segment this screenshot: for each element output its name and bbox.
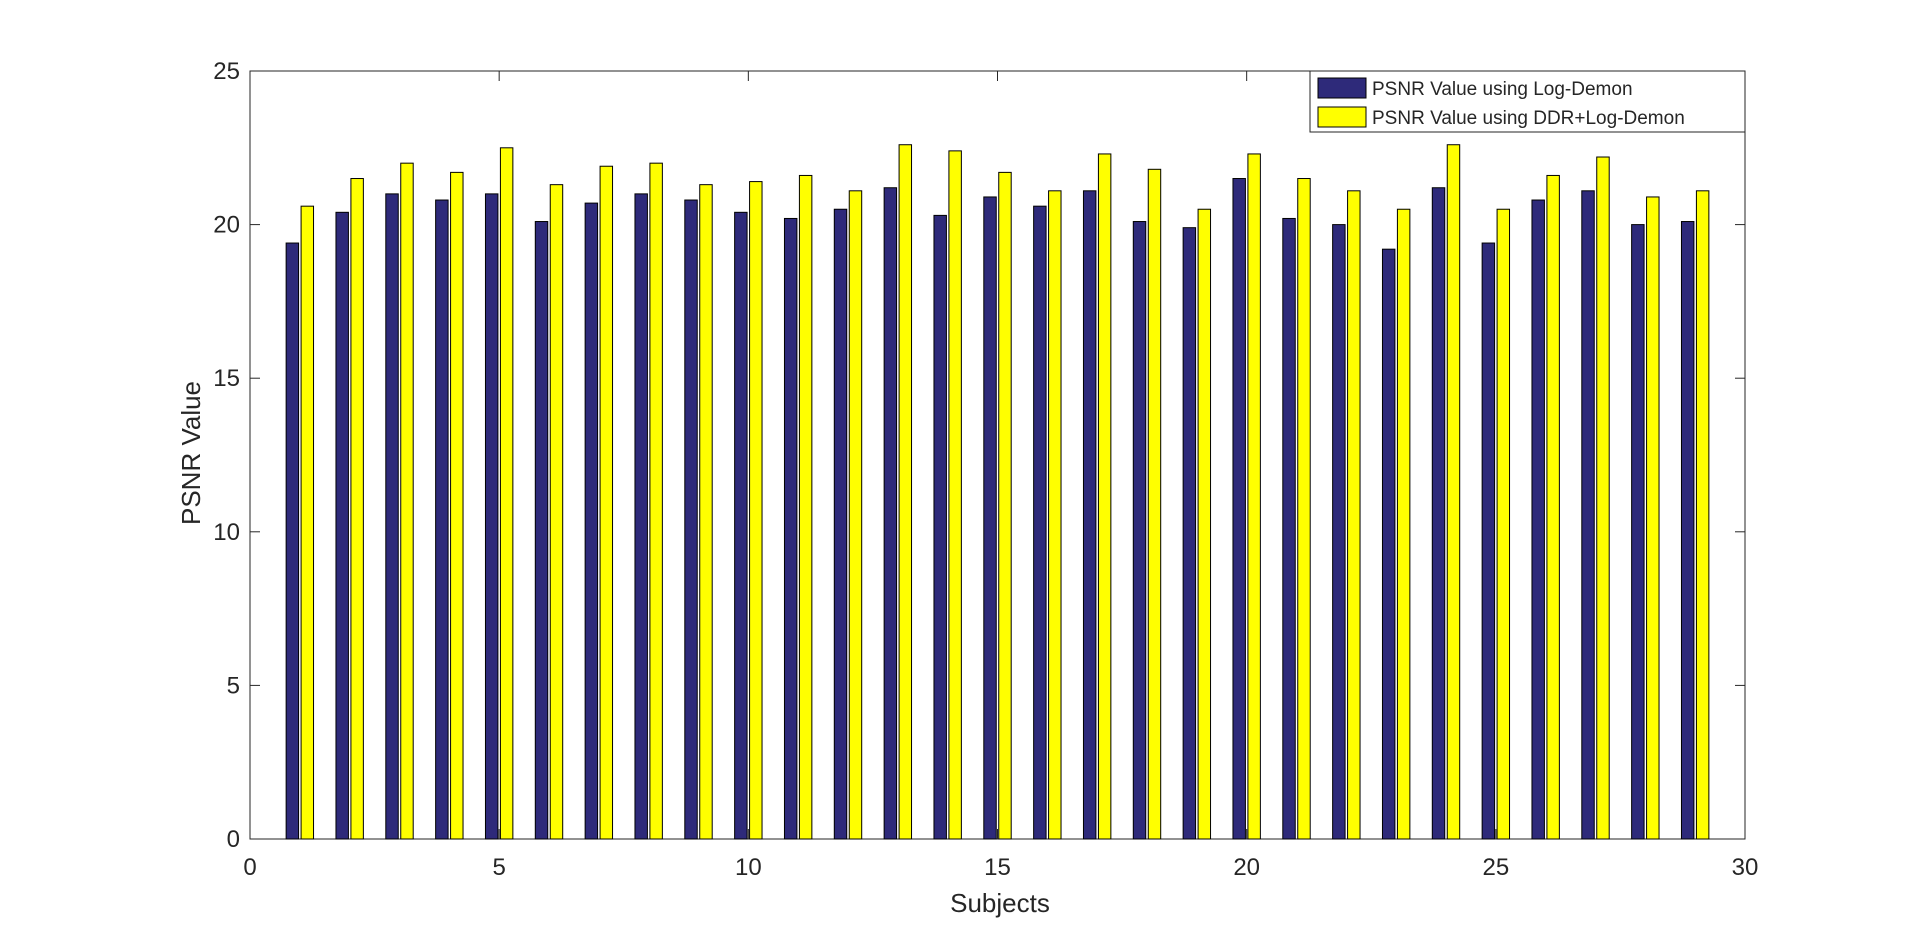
bar-ddr-log-demon-27 bbox=[1596, 156, 1610, 840]
bar-log-demon-14 bbox=[933, 214, 947, 840]
bar-ddr-log-demon-1 bbox=[300, 205, 315, 840]
x-tick-label-25: 25 bbox=[1482, 854, 1509, 881]
bar-ddr-log-demon-26 bbox=[1546, 174, 1560, 840]
bar-ddr-log-demon-23 bbox=[1396, 208, 1411, 840]
x-tick-label-0: 0 bbox=[243, 854, 256, 881]
bar-log-demon-24 bbox=[1431, 187, 1446, 840]
y-tick-label-10: 10 bbox=[213, 519, 240, 546]
bar-ddr-log-demon-9 bbox=[699, 184, 713, 840]
bar-ddr-log-demon-24 bbox=[1446, 144, 1461, 840]
x-tick-label-20: 20 bbox=[1233, 854, 1260, 881]
y-tick-label-5: 5 bbox=[227, 672, 240, 699]
bar-ddr-log-demon-22 bbox=[1347, 190, 1361, 840]
bar-log-demon-28 bbox=[1631, 224, 1645, 840]
bar-log-demon-20 bbox=[1232, 178, 1246, 840]
bar-log-demon-11 bbox=[783, 217, 798, 840]
bar-ddr-log-demon-14 bbox=[948, 150, 962, 840]
bar-log-demon-9 bbox=[684, 199, 698, 840]
bar-log-demon-5 bbox=[484, 193, 499, 840]
bar-log-demon-23 bbox=[1381, 248, 1396, 840]
y-tick-label-25: 25 bbox=[213, 58, 240, 85]
bar-log-demon-13 bbox=[883, 187, 898, 840]
x-axis-label: Subjects bbox=[950, 888, 1050, 918]
bar-ddr-log-demon-10 bbox=[749, 181, 763, 840]
bar-log-demon-29 bbox=[1680, 221, 1695, 840]
legend-swatch-log-demon bbox=[1317, 77, 1367, 99]
bar-ddr-log-demon-16 bbox=[1048, 190, 1062, 840]
bar-ddr-log-demon-28 bbox=[1646, 196, 1660, 840]
bar-ddr-log-demon-21 bbox=[1297, 178, 1311, 840]
bar-ddr-log-demon-29 bbox=[1695, 190, 1710, 840]
bar-log-demon-3 bbox=[385, 193, 399, 840]
bar-log-demon-8 bbox=[634, 193, 648, 840]
bar-ddr-log-demon-19 bbox=[1197, 208, 1212, 840]
bar-ddr-log-demon-13 bbox=[898, 144, 913, 840]
y-tick-label-15: 15 bbox=[213, 365, 240, 392]
legend-box bbox=[1309, 70, 1746, 133]
x-tick-label-15: 15 bbox=[984, 854, 1011, 881]
bar-log-demon-2 bbox=[335, 211, 349, 840]
bar-log-demon-7 bbox=[584, 202, 599, 840]
x-tick-label-5: 5 bbox=[492, 854, 505, 881]
bar-ddr-log-demon-11 bbox=[798, 174, 813, 840]
bar-ddr-log-demon-6 bbox=[549, 184, 564, 840]
bar-ddr-log-demon-20 bbox=[1247, 153, 1261, 840]
bar-log-demon-19 bbox=[1182, 227, 1197, 840]
axes-box bbox=[249, 70, 1746, 840]
bar-log-demon-26 bbox=[1531, 199, 1545, 840]
legend: PSNR Value using Log-Demon PSNR Value us… bbox=[1309, 70, 1746, 133]
bar-log-demon-4 bbox=[435, 199, 449, 840]
bar-log-demon-25 bbox=[1481, 242, 1496, 840]
x-tick-label-30: 30 bbox=[1732, 854, 1759, 881]
bar-log-demon-27 bbox=[1581, 190, 1595, 840]
bar-log-demon-21 bbox=[1282, 217, 1296, 840]
bar-log-demon-12 bbox=[833, 208, 848, 840]
bar-log-demon-10 bbox=[734, 211, 748, 840]
bar-log-demon-15 bbox=[983, 196, 997, 840]
bar-log-demon-16 bbox=[1033, 205, 1047, 840]
bar-ddr-log-demon-2 bbox=[350, 178, 364, 840]
bar-ddr-log-demon-4 bbox=[450, 171, 464, 840]
legend-label-log-demon: PSNR Value using Log-Demon bbox=[1372, 79, 1633, 100]
x-tick-label-10: 10 bbox=[735, 854, 762, 881]
legend-swatch-ddr-log-demon bbox=[1317, 106, 1367, 128]
bar-ddr-log-demon-5 bbox=[499, 147, 514, 840]
bar-ddr-log-demon-15 bbox=[998, 171, 1012, 840]
bar-ddr-log-demon-8 bbox=[649, 162, 663, 840]
y-tick-label-20: 20 bbox=[213, 212, 240, 239]
y-axis-label: PSNR Value bbox=[176, 381, 206, 525]
bar-ddr-log-demon-25 bbox=[1496, 208, 1511, 840]
plot-area: 0 5 10 15 20 25 30 0 5 10 15 20 25 bbox=[213, 58, 1758, 881]
bar-ddr-log-demon-17 bbox=[1097, 153, 1112, 840]
bar-ddr-log-demon-7 bbox=[599, 165, 614, 840]
bar-log-demon-18 bbox=[1132, 221, 1147, 840]
bar-log-demon-1 bbox=[285, 242, 300, 840]
bar-ddr-log-demon-3 bbox=[400, 162, 414, 840]
y-tick-label-0: 0 bbox=[227, 826, 240, 853]
legend-label-ddr-log-demon: PSNR Value using DDR+Log-Demon bbox=[1372, 108, 1685, 129]
bar-ddr-log-demon-12 bbox=[848, 190, 863, 840]
bar-log-demon-6 bbox=[534, 221, 549, 840]
bar-log-demon-22 bbox=[1332, 224, 1346, 840]
bar-ddr-log-demon-18 bbox=[1147, 168, 1162, 840]
bar-log-demon-17 bbox=[1082, 190, 1097, 840]
